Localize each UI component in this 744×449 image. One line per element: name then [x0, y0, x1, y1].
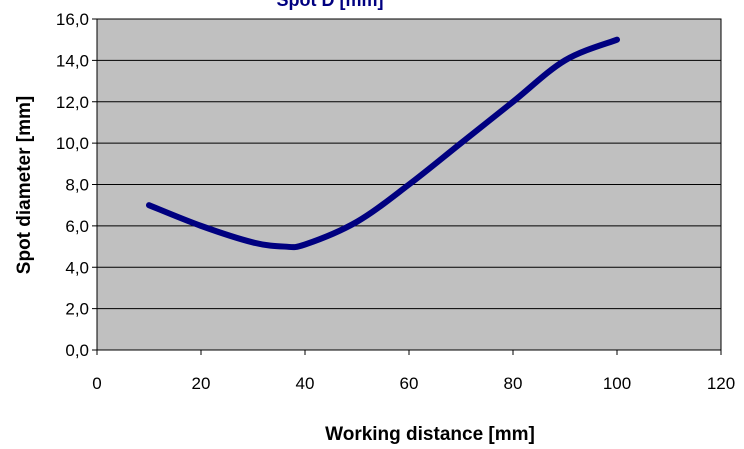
y-tick-label: 14,0	[56, 51, 89, 70]
data-line	[146, 36, 620, 251]
y-tick-label: 6,0	[65, 217, 89, 236]
y-tick-label: 2,0	[65, 300, 89, 319]
y-tick-label: 8,0	[65, 176, 89, 195]
y-tick-label: 12,0	[56, 93, 89, 112]
x-tick-label: 80	[504, 374, 523, 393]
x-tick-label: 0	[92, 374, 101, 393]
x-tick-label: 20	[192, 374, 211, 393]
x-tick-label: 100	[603, 374, 631, 393]
chart-title: Spot D [mm]	[277, 0, 384, 10]
x-tick-label: 120	[707, 374, 735, 393]
y-tick-label: 16,0	[56, 10, 89, 29]
y-tick-label: 0,0	[65, 341, 89, 360]
x-tick-label: 40	[296, 374, 315, 393]
y-tick-label: 4,0	[65, 258, 89, 277]
plot-border	[96, 18, 722, 351]
x-axis-title: Working distance [mm]	[325, 424, 535, 445]
y-tick-label: 10,0	[56, 134, 89, 153]
y-axis-title: Spot diameter [mm]	[14, 96, 35, 274]
x-tick-label: 60	[400, 374, 419, 393]
